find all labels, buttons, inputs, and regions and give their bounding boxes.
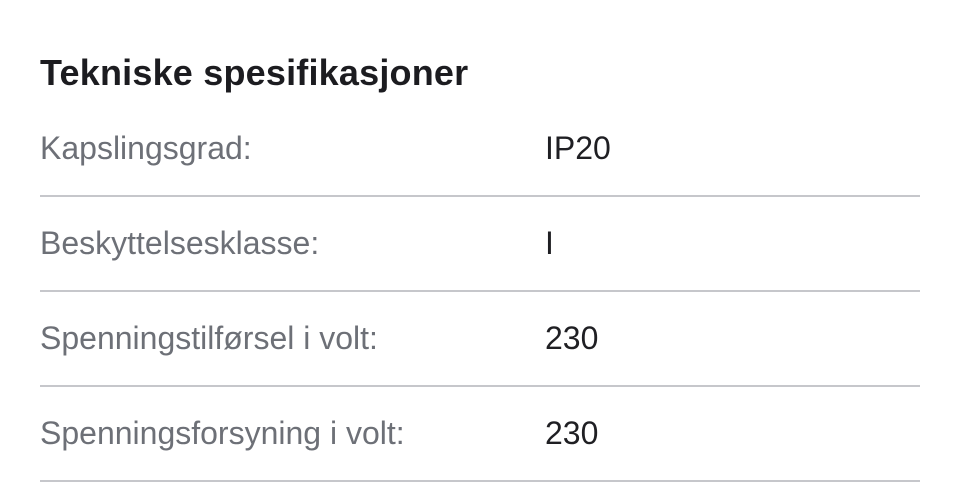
spec-row: Kapslingsgrad: IP20	[40, 102, 920, 197]
spec-value: 230	[545, 320, 599, 356]
section-title: Tekniske spesifikasjoner	[40, 52, 469, 93]
spec-value: I	[545, 225, 554, 261]
spec-row: Spenningsforsyning i volt: 230	[40, 387, 920, 482]
spec-row: Spenningstilførsel i volt: 230	[40, 292, 920, 387]
spec-value: 230	[545, 415, 599, 451]
spec-label: Beskyttelsesklasse:	[40, 225, 320, 261]
spec-label: Spenningsforsyning i volt:	[40, 415, 405, 451]
spec-table: Kapslingsgrad: IP20 Beskyttelsesklasse: …	[40, 102, 920, 482]
spec-row: Beskyttelsesklasse: I	[40, 197, 920, 292]
spec-label: Spenningstilførsel i volt:	[40, 320, 378, 356]
spec-label: Kapslingsgrad:	[40, 130, 252, 166]
spec-value: IP20	[545, 130, 611, 166]
